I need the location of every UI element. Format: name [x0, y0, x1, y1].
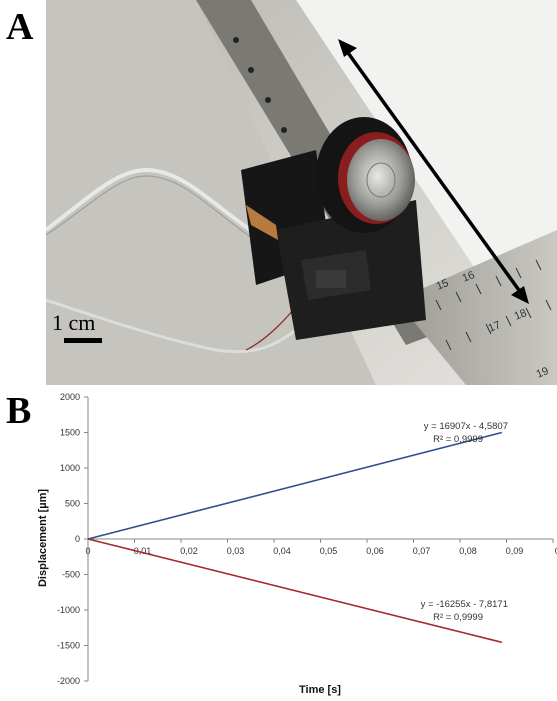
scale-bar	[64, 338, 102, 343]
x-tick-label: 0,05	[320, 546, 338, 556]
series-1-line	[87, 431, 503, 540]
x-tick-label: 0,08	[459, 546, 477, 556]
displacement-chart: 2000 1500 1000 500 0 -500 -1000 -1500 -2000 0 0,01…	[37, 392, 557, 696]
panel-b-label: B	[6, 390, 32, 432]
ruler-number: 18	[513, 307, 529, 323]
scale-bar-label: 1 cm	[52, 310, 95, 335]
x-tick-label: 0,02	[180, 546, 198, 556]
x-tick-label: 0,09	[506, 546, 524, 556]
sensor-tip	[246, 205, 278, 240]
y-tick-label: 1500	[60, 428, 80, 438]
second-cable	[46, 298, 328, 354]
x-tick-label: 0,01	[134, 546, 152, 556]
panel-a-label: A	[6, 6, 34, 48]
x-tick-label: 0,07	[413, 546, 431, 556]
x-axis-label: Time [s]	[299, 684, 341, 696]
movement-arrow	[338, 39, 529, 304]
y-tick-label: 1000	[60, 463, 80, 473]
series-2-line	[87, 538, 503, 644]
x-tick-label: 0,1	[555, 546, 557, 556]
x-tick-label: 0,03	[227, 546, 245, 556]
x-tick-label: 0,04	[273, 546, 291, 556]
series-1-equation: y = 16907x - 4,5807	[424, 421, 508, 432]
y-tick-label: 500	[65, 499, 80, 509]
ruler-number: 16	[461, 269, 477, 285]
ruler-ticks	[435, 259, 552, 351]
ruler-number: 17	[487, 319, 503, 335]
x-tick-label: 0	[85, 546, 90, 556]
ruler-number: 15	[435, 277, 451, 293]
ruler-number: 19	[535, 365, 551, 381]
series-1-r2: R² = 0,9999	[433, 434, 483, 445]
motor-knob	[347, 139, 415, 221]
x-tick-label: 0,06	[366, 546, 384, 556]
y-tick-label: -1500	[57, 641, 80, 651]
y-tick-label: -500	[62, 570, 80, 580]
series-2-equation: y = -16255x - 7,8171	[421, 599, 508, 610]
series-2-r2: R² = 0,9999	[433, 612, 483, 623]
experiment-photo: 15 16 17 18 19 1 cm	[46, 0, 557, 385]
y-tick-label: -1000	[57, 605, 80, 615]
y-axis-label: Displacement [µm]	[37, 489, 49, 587]
y-tick-label: -2000	[57, 676, 80, 686]
y-tick-label: 2000	[60, 392, 80, 402]
y-tick-label: 0	[75, 534, 80, 544]
